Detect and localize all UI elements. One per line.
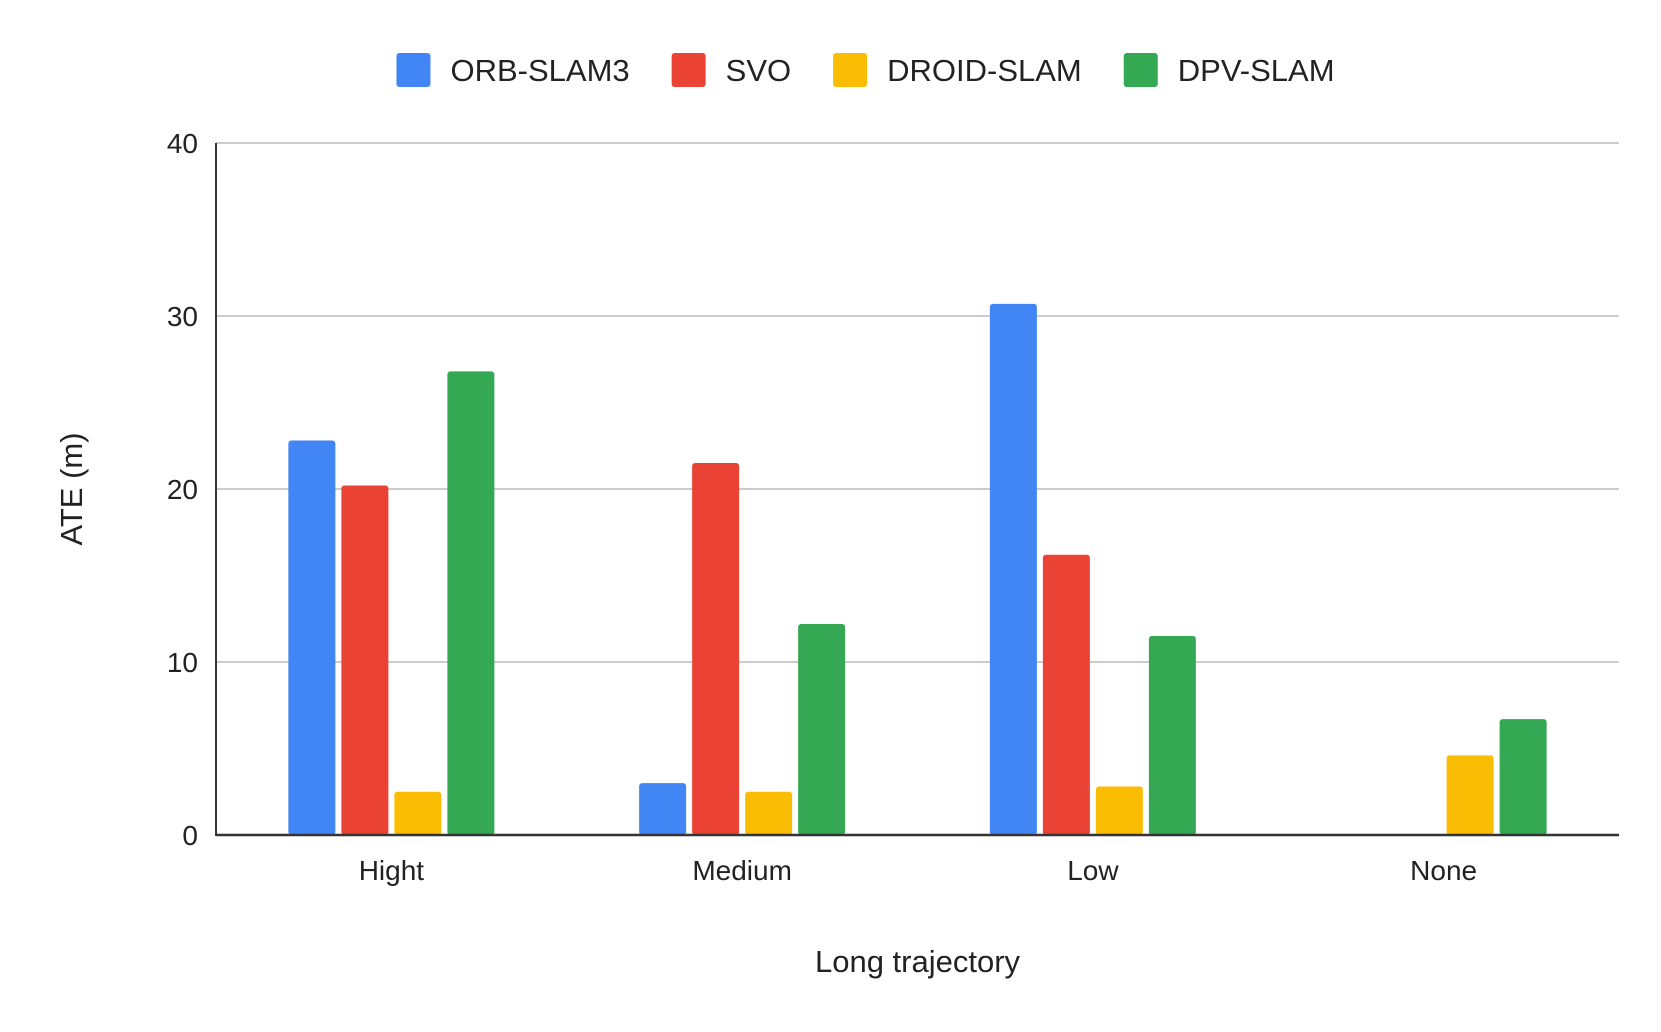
y-tick-label: 0 [182, 820, 198, 851]
legend-swatch [396, 53, 431, 87]
bar [745, 791, 793, 835]
bars [288, 303, 1547, 835]
bar [692, 463, 740, 835]
bar [394, 791, 442, 835]
y-tick-label: 20 [167, 474, 198, 505]
legend-label: DROID-SLAM [887, 53, 1082, 88]
legend-label: DPV-SLAM [1178, 53, 1335, 88]
tick-labels: 0 10 20 30 40 Hight Medium Low None [167, 128, 1477, 886]
x-tick-label: None [1410, 855, 1477, 886]
y-tick-label: 30 [167, 301, 198, 332]
axes [215, 143, 1619, 837]
y-tick-label: 10 [167, 647, 198, 678]
grid-lines [216, 142, 1619, 663]
bar [1042, 554, 1090, 835]
x-tick-label: Medium [692, 855, 792, 886]
x-tick-label: Hight [359, 855, 425, 886]
y-axis-title: ATE (m) [54, 432, 89, 545]
bar [798, 623, 846, 835]
bar [1446, 755, 1494, 835]
bar [639, 783, 687, 835]
bar [1148, 636, 1196, 835]
bar [1499, 719, 1547, 835]
bar [288, 440, 336, 835]
bar [341, 485, 389, 835]
bar [447, 371, 495, 835]
legend-swatch [1123, 53, 1158, 87]
legend-swatch [833, 53, 868, 87]
y-tick-label: 40 [167, 128, 198, 159]
legend-label: SVO [726, 53, 791, 88]
bar [989, 303, 1037, 835]
legend-label: ORB-SLAM3 [450, 53, 629, 88]
x-tick-label: Low [1067, 855, 1119, 886]
legend-swatch [671, 53, 706, 87]
x-axis-title: Long trajectory [815, 944, 1021, 979]
legend: ORB-SLAM3 SVO DROID-SLAM DPV-SLAM [396, 53, 1335, 88]
bar [1095, 786, 1143, 835]
